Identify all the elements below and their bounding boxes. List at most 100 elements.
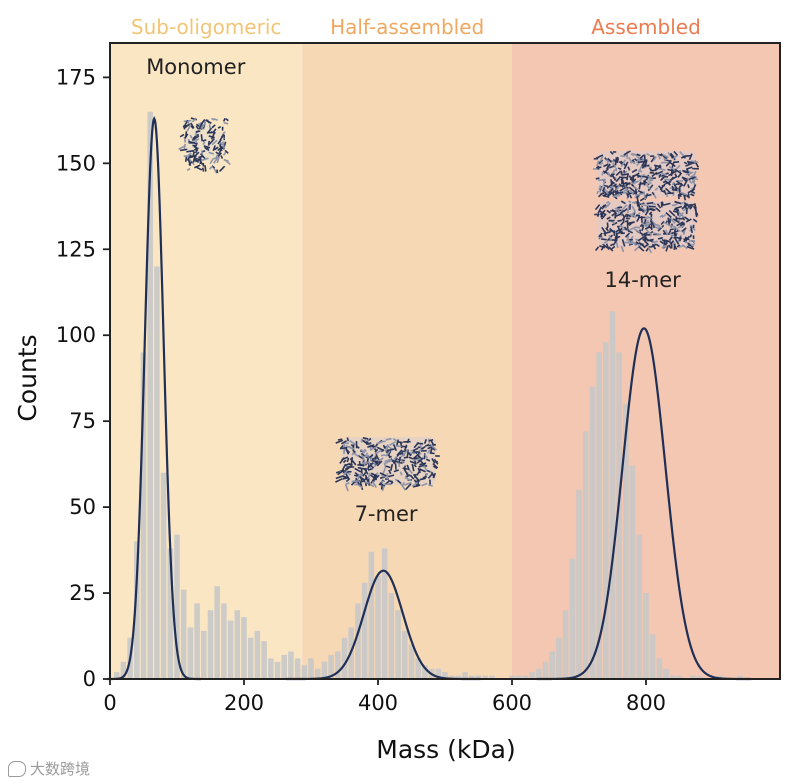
histogram-bar [274,661,281,679]
histogram-bar [154,266,160,679]
histogram-bar [562,610,569,679]
histogram-bar [676,675,683,679]
histogram-bar [462,672,468,679]
histogram-bar [113,672,120,679]
histogram-bar [294,658,301,679]
histogram-bar [254,630,261,679]
histogram-bar [160,472,167,679]
histogram-bar [536,668,542,679]
histogram-bar [623,403,629,679]
histogram-bar [187,627,194,679]
histogram-bar [368,551,375,679]
histogram-bar [616,352,622,679]
histogram-bar [509,675,515,679]
histogram-bar [656,658,663,679]
peak-label-0: Monomer [146,55,246,79]
histogram-bar [134,541,140,679]
y-tick-label: 25 [69,581,96,605]
x-tick-label: 400 [358,691,398,715]
histogram-bar [696,675,703,679]
histogram-bar [649,634,656,679]
histogram-bar [455,675,462,679]
axis-ticks: 0 200 400 600 800 0 25 50 75 100 125 150 175 [56,65,666,715]
histogram-bar [341,637,348,679]
histogram-bar [147,111,153,679]
y-tick-label: 175 [56,65,96,89]
histogram-bar [241,617,247,679]
histogram-bar [174,534,180,679]
region-label-2: Assembled [591,15,701,39]
histogram-bar [542,661,549,679]
watermark-logo-icon [8,760,26,777]
histogram-bar [234,610,241,679]
histogram-bar [375,575,381,679]
histogram-bar [529,672,535,679]
histogram-bar [308,658,314,679]
x-tick-label: 0 [103,691,116,715]
histogram-bar [582,431,589,679]
watermark-text: 大数跨境 [30,760,91,778]
histogram-bar [609,311,616,679]
histogram-bar [489,675,495,679]
y-tick-label: 0 [83,667,96,691]
tetradecamer-structure-image [593,150,700,254]
histogram-bar [422,665,428,679]
histogram-bar [442,672,448,679]
histogram-bar [355,603,361,679]
histogram-bar [301,665,308,679]
histogram-bar [167,548,174,679]
histogram-bars [113,111,743,679]
histogram-bar [281,654,287,679]
histogram-bar [388,593,395,679]
y-tick-label: 50 [69,495,96,519]
histogram-bar [596,352,602,679]
histogram-bar [140,352,147,679]
plot-border [109,42,781,680]
histogram-bar [549,651,555,679]
region-label-1: Half-assembled [330,15,484,39]
histogram-bar [201,630,207,679]
histogram-bar [522,675,529,679]
histogram-bar [589,386,596,679]
histogram-bar [321,661,328,679]
histogram-bar [180,589,187,679]
x-axis-title: Mass (kDa) [376,735,515,764]
histogram-bar [395,610,401,679]
histogram-bar [448,675,455,679]
x-tick-label: 200 [224,691,264,715]
histogram-bar [569,558,576,679]
peak-label-2: 14-mer [604,268,681,292]
histogram-bar [261,641,267,679]
x-tick-label: 600 [492,691,532,715]
y-tick-label: 125 [56,237,96,261]
histogram-bar [207,610,214,679]
histogram-bar [288,651,294,679]
peak-label-1: 7-mer [355,502,418,526]
y-tick-label: 150 [56,151,96,175]
histogram-bar [690,675,696,679]
histogram-bar [314,668,321,679]
histogram-bar [576,489,582,679]
histogram-bar [214,586,220,679]
histogram-bar [268,658,274,679]
histogram-bar [475,675,482,679]
heptamer-structure-image [335,437,440,492]
histogram-bar [629,465,636,679]
histogram-bar [556,637,562,679]
histogram-bar [221,603,227,679]
histogram-bar [247,637,254,679]
histogram-bar [663,668,669,679]
region-bg-1 [302,43,512,679]
histogram-bar [194,603,200,679]
fit-curve-2 [536,327,752,681]
y-axis-title: Counts [13,334,42,421]
histogram-bar [381,548,388,679]
histogram-bar [335,651,341,679]
histogram-bar [408,644,415,679]
region-labels: Sub-oligomeric Half-assembled Assembled [131,15,701,39]
fit-curve-0 [107,116,202,681]
histogram-bar [361,582,368,679]
histogram-bar [402,630,408,679]
histogram-bar [636,534,643,679]
